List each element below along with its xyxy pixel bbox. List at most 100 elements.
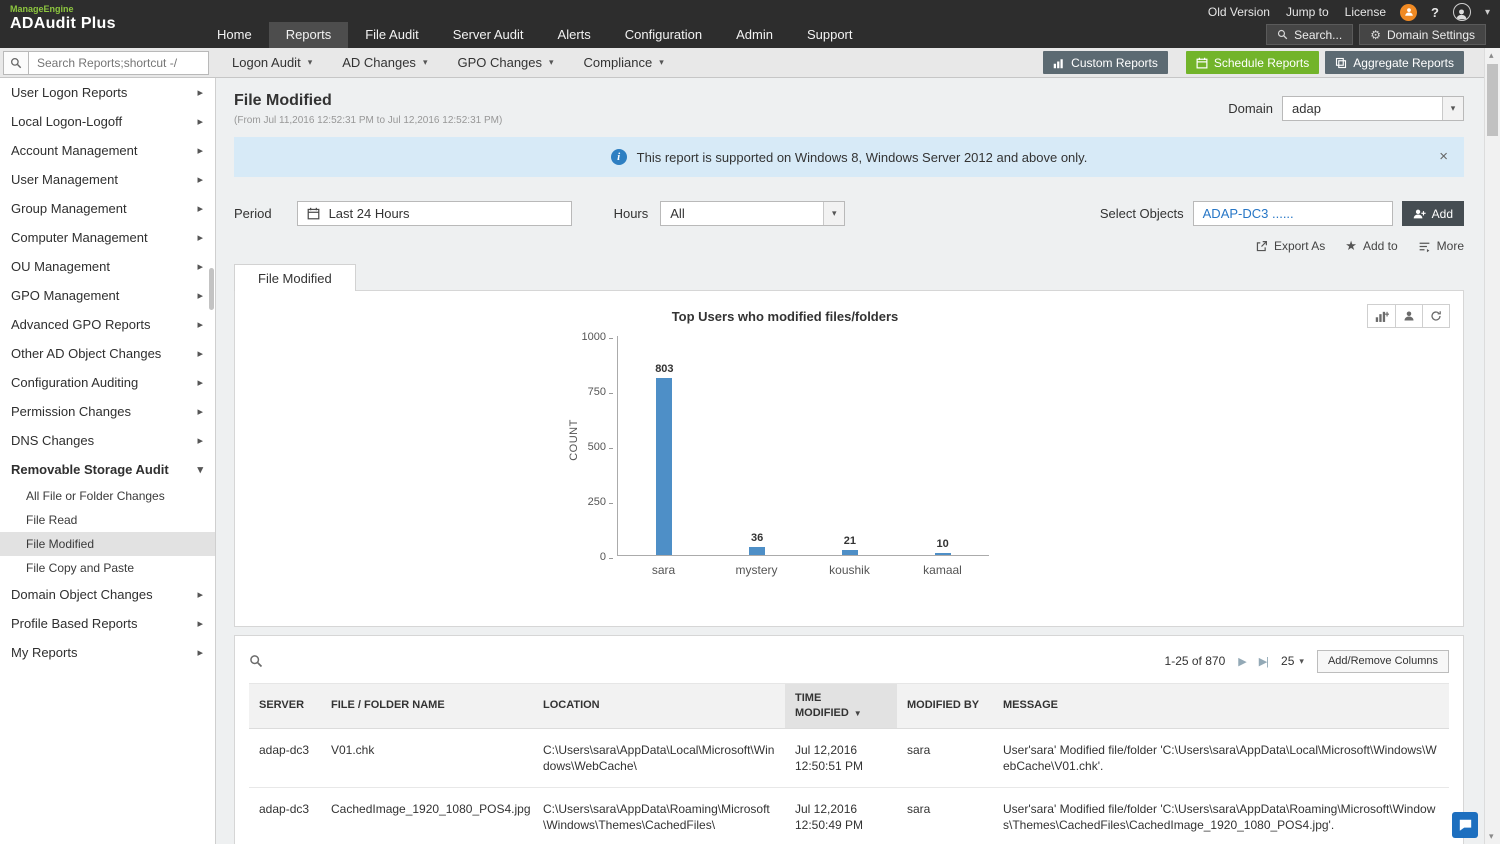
column-header-server[interactable]: SERVER (249, 683, 321, 729)
chevron-right-icon: ▸ (197, 406, 203, 418)
sidebar-item-my-reports[interactable]: My Reports ▸ (0, 638, 215, 667)
close-icon[interactable]: × (1439, 148, 1448, 165)
hours-select[interactable]: All ▾ (660, 201, 846, 226)
vertical-scrollbar[interactable]: ▴ ▾ (1484, 48, 1500, 844)
sidebar-item-advanced-gpo-reports[interactable]: Advanced GPO Reports ▸ (0, 310, 215, 339)
select-objects-field[interactable]: ADAP-DC3 ...... (1192, 201, 1393, 226)
sidebar-subitem-all-file-or-folder-changes[interactable]: All File or Folder Changes (26, 489, 165, 503)
user-view-icon[interactable] (1395, 305, 1422, 327)
chevron-down-icon: ▾ (549, 57, 554, 67)
utility-link-license[interactable]: License (1344, 5, 1387, 19)
column-header-modified-by[interactable]: MODIFIED BY (897, 683, 993, 729)
search-icon[interactable] (3, 50, 29, 75)
menu-ad-changes[interactable]: AD Changes ▾ (327, 48, 442, 78)
sidebar-item-configuration-auditing[interactable]: Configuration Auditing ▸ (0, 368, 215, 397)
table-row[interactable]: adap-dc3 CachedImage_1920_1080_POS4.jpg C:… (249, 787, 1449, 844)
nav-item-configuration[interactable]: Configuration (624, 27, 703, 42)
cell-location: C:\Users\sara\AppData\Local\Microsoft\Wi… (533, 728, 785, 789)
help-icon[interactable]: ? (1431, 4, 1439, 20)
column-header-label: MESSAGE (1003, 699, 1059, 712)
domain-settings-button[interactable]: ⚙ Domain Settings (1359, 24, 1486, 45)
table-search-icon[interactable] (249, 654, 263, 668)
sidebar-item-group-management[interactable]: Group Management ▸ (0, 194, 215, 223)
search-button[interactable]: Search... (1266, 24, 1354, 45)
export-as-button[interactable]: Export As (1255, 238, 1325, 254)
sidebar-item-local-logon-logoff[interactable]: Local Logon-Logoff ▸ (0, 107, 215, 136)
report-tab-strip: File Modified (234, 263, 1464, 291)
support-icon[interactable] (1400, 3, 1418, 21)
menu-compliance[interactable]: Compliance ▾ (569, 48, 679, 78)
user-avatar-icon[interactable] (1452, 3, 1471, 21)
sidebar-subitem-file-copy-and-paste[interactable]: File Copy and Paste (26, 561, 135, 575)
chevron-down-icon[interactable]: ▾ (1484, 6, 1490, 18)
domain-select[interactable]: adap ▾ (1282, 96, 1464, 121)
scroll-up-icon[interactable]: ▴ (1489, 50, 1494, 60)
utility-link-jump-to[interactable]: Jump to (1285, 5, 1329, 19)
aggregate-reports-button[interactable]: Aggregate Reports (1325, 51, 1464, 74)
sidebar-item-user-management[interactable]: User Management ▸ (0, 165, 215, 194)
bar-sara[interactable] (656, 378, 673, 555)
sidebar-item-removable-storage-audit[interactable]: Removable Storage Audit ▾ (0, 455, 215, 484)
column-header-file-folder-name[interactable]: FILE / FOLDER NAME (321, 683, 533, 729)
chat-icon[interactable] (1452, 812, 1478, 838)
scroll-down-icon[interactable]: ▾ (1489, 831, 1494, 841)
sidebar-item-other-ad-object-changes[interactable]: Other AD Object Changes ▸ (0, 339, 215, 368)
chevron-right-icon: ▸ (197, 116, 203, 128)
column-header-location[interactable]: LOCATION (533, 683, 785, 729)
last-page-button[interactable]: ▶| (1258, 655, 1269, 668)
add-objects-button[interactable]: Add (1401, 201, 1464, 226)
chevron-right-icon: ▸ (197, 145, 203, 157)
add-to-button[interactable]: ★ Add to (1345, 238, 1397, 254)
bar-koushik[interactable] (841, 550, 858, 555)
sidebar-item-label: Domain Object Changes (11, 587, 153, 602)
nav-item-server-audit[interactable]: Server Audit (452, 27, 524, 42)
nav-item-support[interactable]: Support (806, 27, 853, 42)
sidebar-item-gpo-management[interactable]: GPO Management ▸ (0, 281, 215, 310)
column-header-time-modified[interactable]: TIME MODIFIED ▼ (785, 683, 897, 729)
sidebar-subitem-file-modified[interactable]: File Modified (0, 532, 215, 556)
sidebar-subitem-file-read[interactable]: File Read (26, 513, 78, 527)
menu-logon-audit[interactable]: Logon Audit ▾ (217, 48, 327, 78)
selected-objects-value: ADAP-DC3 ...... (1202, 206, 1294, 221)
sidebar-item-dns-changes[interactable]: DNS Changes ▸ (0, 426, 215, 455)
next-page-button[interactable]: ▶ (1238, 655, 1247, 668)
sidebar-item-label: Profile Based Reports (11, 616, 138, 631)
column-header-message[interactable]: MESSAGE (993, 683, 1449, 729)
table-row[interactable]: adap-dc3 V01.chk C:\Users\sara\AppData\Loc… (249, 728, 1449, 789)
sidebar-item-permission-changes[interactable]: Permission Changes ▸ (0, 397, 215, 426)
sidebar-item-label: Group Management (11, 201, 127, 216)
sidebar-item-domain-object-changes[interactable]: Domain Object Changes ▸ (0, 580, 215, 609)
menu-gpo-changes[interactable]: GPO Changes ▾ (442, 48, 568, 78)
cell-location: C:\Users\sara\AppData\Roaming\Microsoft\… (533, 787, 785, 844)
period-field[interactable]: Last 24 Hours (296, 201, 572, 226)
bar-kamaal[interactable] (934, 552, 951, 555)
schedule-reports-button[interactable]: Schedule Reports (1185, 51, 1320, 74)
cell-message: User'sara' Modified file/folder 'C:\User… (993, 787, 1449, 844)
custom-reports-button[interactable]: Custom Reports (1043, 51, 1168, 74)
refresh-icon[interactable] (1422, 305, 1449, 327)
utility-link-old-version[interactable]: Old Version (1207, 5, 1270, 19)
tab-file-modified[interactable]: File Modified (234, 264, 356, 291)
more-button[interactable]: More (1418, 238, 1464, 254)
sidebar-item-computer-management[interactable]: Computer Management ▸ (0, 223, 215, 252)
sidebar-item-ou-management[interactable]: OU Management ▸ (0, 252, 215, 281)
brand-logo[interactable]: ManageEngine ADAudit Plus (10, 4, 116, 33)
chart-type-icon[interactable] (1368, 305, 1395, 327)
add-remove-columns-button[interactable]: Add/Remove Columns (1316, 649, 1449, 673)
bar-mystery[interactable] (749, 547, 766, 555)
sidebar-item-account-management[interactable]: Account Management ▸ (0, 136, 215, 165)
nav-item-home[interactable]: Home (217, 27, 252, 42)
nav-item-reports[interactable]: Reports (268, 22, 349, 48)
nav-item-file-audit[interactable]: File Audit (365, 27, 419, 42)
sidebar-item-profile-based-reports[interactable]: Profile Based Reports ▸ (0, 609, 215, 638)
scrollbar-thumb[interactable] (1487, 64, 1498, 136)
nav-item-alerts[interactable]: Alerts (557, 27, 591, 42)
page-size-select[interactable]: 25 ▾ (1281, 654, 1304, 668)
sidebar-scrollbar-thumb[interactable] (209, 268, 214, 310)
nav-item-admin[interactable]: Admin (736, 27, 773, 42)
sidebar-item-user-logon-reports[interactable]: User Logon Reports ▸ (0, 78, 215, 107)
sidebar-nav: User Logon Reports ▸ Local Logon-Logoff ▸ Ac… (0, 78, 215, 667)
report-search-input[interactable] (29, 50, 209, 75)
chevron-right-icon: ▸ (197, 232, 203, 244)
y-tick-label: 1000 (581, 331, 614, 343)
